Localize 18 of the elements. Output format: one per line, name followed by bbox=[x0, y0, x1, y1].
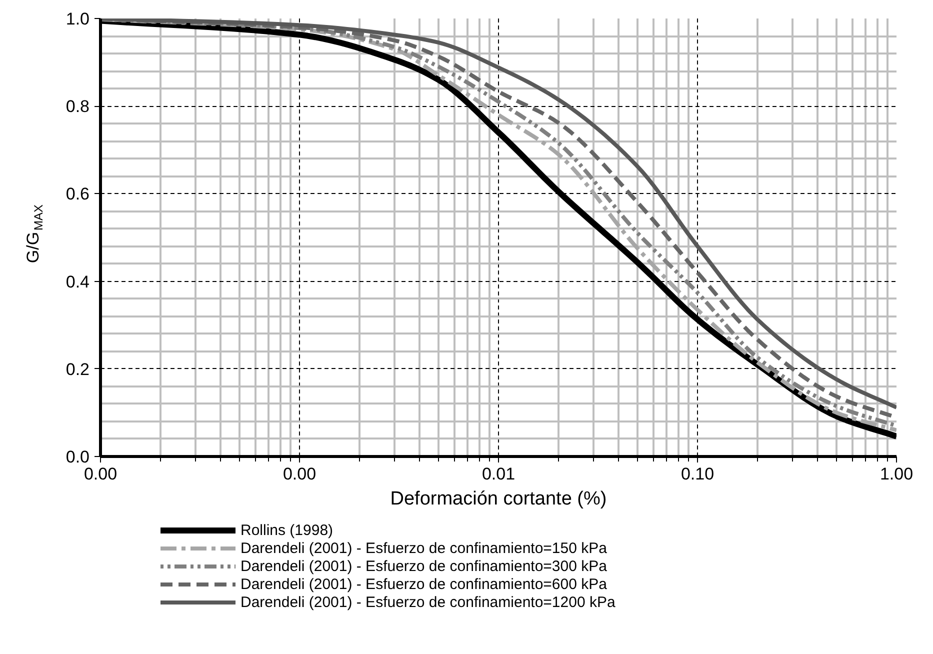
y-tick-label: 0.2 bbox=[66, 360, 90, 379]
legend-label: Darendeli (2001) - Esfuerzo de confinamiento=150 kPa bbox=[240, 540, 608, 557]
legend-label: Rollins (1998) bbox=[240, 522, 334, 539]
y-tick-label: 0.8 bbox=[66, 97, 90, 116]
y-tick-label: 0.0 bbox=[66, 448, 90, 466]
x-tick-label: 0.00 bbox=[84, 464, 118, 484]
legend-label: Darendeli (2001) - Esfuerzo de confinamiento=1200 kPa bbox=[240, 594, 616, 611]
y-axis-title: G/GMAX bbox=[24, 204, 46, 264]
y-tick-label: 1.0 bbox=[66, 10, 90, 28]
x-axis-title: Deformación cortante (%) bbox=[390, 488, 607, 510]
x-tick-label: 0.00 bbox=[282, 464, 316, 484]
legend-label: Darendeli (2001) - Esfuerzo de confinamiento=600 kPa bbox=[240, 576, 608, 593]
x-tick-label: 0.01 bbox=[482, 464, 516, 484]
y-tick-label: 0.6 bbox=[66, 184, 90, 204]
legend-label: Darendeli (2001) - Esfuerzo de confinamiento=300 kPa bbox=[240, 558, 608, 575]
x-tick-label: 0.10 bbox=[680, 464, 714, 484]
x-tick-label: 1.00 bbox=[880, 464, 914, 484]
y-tick-label: 0.4 bbox=[66, 272, 90, 292]
